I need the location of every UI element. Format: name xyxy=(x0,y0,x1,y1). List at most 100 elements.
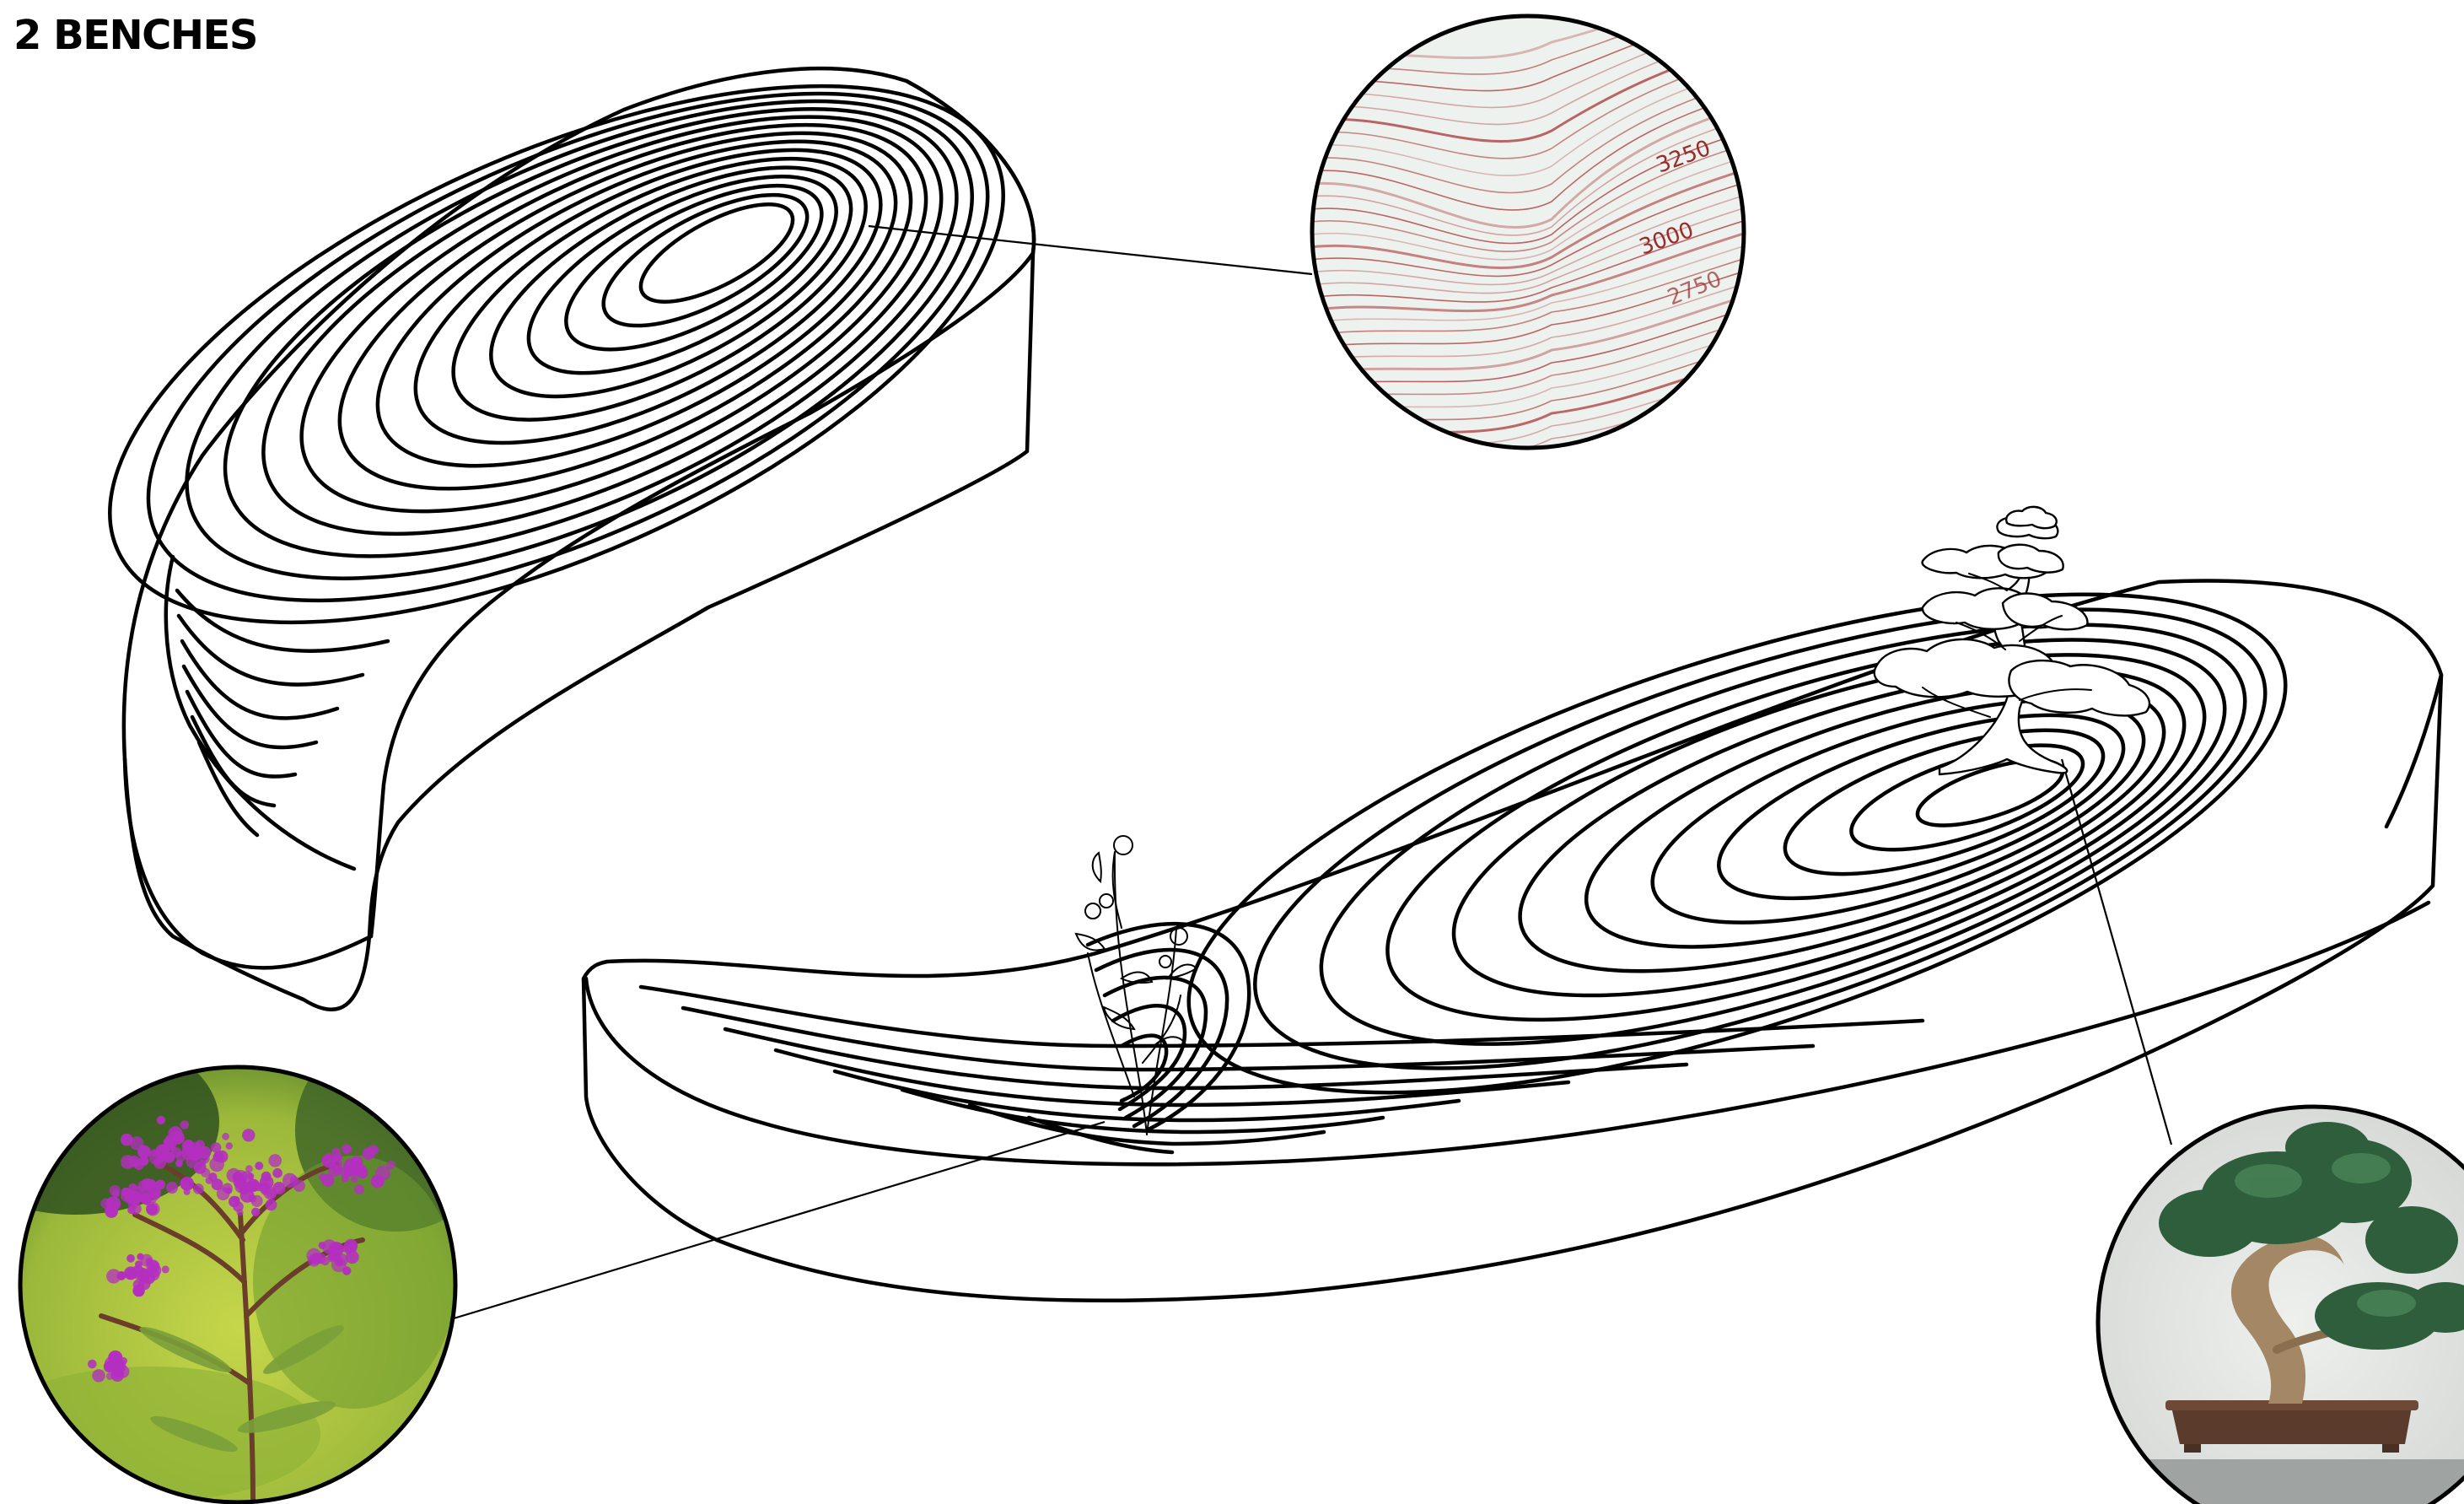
flower-dot xyxy=(128,1183,137,1192)
contour-ring xyxy=(564,183,824,352)
bench-1 xyxy=(108,66,1036,1012)
contour-ring xyxy=(146,91,990,603)
flower-dot xyxy=(225,1142,233,1150)
flower-dot xyxy=(109,1184,121,1196)
flower-dot xyxy=(272,1167,282,1178)
page-title: 2 BENCHES xyxy=(13,12,258,59)
flower-dot xyxy=(216,1187,230,1200)
contour-ring xyxy=(299,122,928,514)
flower-dot xyxy=(344,1163,357,1176)
ironweed-plant-frame xyxy=(18,1065,458,1504)
flower-dot xyxy=(195,1140,205,1150)
flower-dot xyxy=(342,1144,352,1154)
flower-dot xyxy=(351,1175,358,1183)
flower-dot xyxy=(121,1155,135,1169)
flower-dot xyxy=(259,1175,274,1190)
leader-line-map xyxy=(868,224,1313,276)
flower-dot xyxy=(171,1131,185,1145)
flower-dot xyxy=(104,1356,120,1372)
flower-dot xyxy=(144,1178,157,1191)
flower-dot xyxy=(342,1266,352,1275)
flower-dot xyxy=(161,1265,169,1274)
flower-dot xyxy=(175,1151,186,1162)
flower-dot xyxy=(211,1178,223,1191)
flower-dot xyxy=(328,1242,344,1257)
map-contour-line xyxy=(1312,202,1744,294)
flower-dot xyxy=(211,1142,222,1153)
flower-dot xyxy=(213,1151,224,1162)
bonsai-tree-frame xyxy=(2095,1104,2464,1504)
contour-ring xyxy=(1186,592,2288,1095)
bonsai-tree-detail-image xyxy=(2095,1104,2464,1504)
flower-dot xyxy=(163,1138,171,1146)
bench-1-top-edge xyxy=(369,78,1036,939)
contour-ring xyxy=(1650,698,2146,925)
map-contour-line xyxy=(1312,252,1744,338)
bench-2-outline xyxy=(581,579,2444,1303)
flower-dot xyxy=(130,1203,142,1215)
contour-ring xyxy=(526,175,838,375)
flower-sprig-icon xyxy=(1074,835,1198,1135)
map-contour-line xyxy=(1312,278,1744,364)
flower-dot xyxy=(272,1182,286,1194)
flower-dot xyxy=(242,1129,256,1142)
bench-2 xyxy=(581,505,2444,1303)
flower-dot xyxy=(248,1194,256,1203)
flower-dot xyxy=(156,1115,166,1124)
flower-dot xyxy=(265,1199,277,1211)
map-contour-line xyxy=(1312,138,1744,252)
flower-dot xyxy=(121,1133,133,1146)
flower-dot xyxy=(92,1369,105,1383)
bonsai-tree-icon xyxy=(1873,505,2151,776)
flower-dot xyxy=(88,1359,97,1369)
map-contour-line xyxy=(1312,163,1744,270)
flower-dot xyxy=(183,1188,191,1195)
flower-dot xyxy=(268,1154,282,1167)
flower-dot xyxy=(120,1357,128,1365)
contour-ring xyxy=(185,99,974,580)
flower-dot xyxy=(331,1257,347,1273)
flower-dot xyxy=(125,1269,137,1280)
contour-ring xyxy=(1451,653,2207,998)
contour-ring xyxy=(337,131,913,491)
flower-dot xyxy=(251,1207,261,1217)
flower-dot xyxy=(181,1140,195,1152)
flower-dot xyxy=(255,1162,264,1171)
leader-line-plant xyxy=(453,1120,1106,1320)
leader-lines xyxy=(453,224,2173,1320)
bench-2-right-edge xyxy=(2384,672,2444,829)
flower-dot xyxy=(146,1203,159,1216)
contour-ring xyxy=(1518,667,2187,973)
map-contour-line xyxy=(1312,62,1744,176)
contour-map-detail-image: 3250 3000 2750 xyxy=(1310,13,1746,450)
map-contour-line xyxy=(1312,303,1744,389)
contour-ring xyxy=(375,139,898,468)
map-contour-line xyxy=(1312,176,1744,278)
contour-ring xyxy=(1783,728,2106,876)
map-contour-line xyxy=(1312,265,1744,351)
flower-dot xyxy=(318,1172,327,1182)
map-contour-line xyxy=(1312,189,1744,286)
contour-ring xyxy=(1385,638,2227,1022)
map-contour-line xyxy=(1312,126,1744,245)
flower-dot xyxy=(248,1180,258,1190)
contour-ring xyxy=(413,148,883,445)
flower-dot xyxy=(344,1238,358,1253)
flower-dot xyxy=(189,1148,197,1156)
flower-dot xyxy=(134,1286,145,1297)
contour-ring xyxy=(489,165,853,399)
flower-dot xyxy=(137,1253,144,1261)
flower-dot xyxy=(369,1145,379,1156)
flower-dot xyxy=(236,1209,244,1216)
flower-dot xyxy=(222,1132,229,1140)
flower-dot xyxy=(331,1147,341,1156)
flower-dot xyxy=(205,1177,213,1184)
flower-dot xyxy=(137,1268,144,1275)
flower-dot xyxy=(318,1242,326,1249)
flower-dot xyxy=(180,1177,195,1191)
ironweed-plant-detail-image xyxy=(18,1065,458,1504)
contour-ring xyxy=(638,202,795,304)
bench-2-contour-rings xyxy=(1186,592,2288,1095)
flower-dot xyxy=(245,1165,253,1173)
